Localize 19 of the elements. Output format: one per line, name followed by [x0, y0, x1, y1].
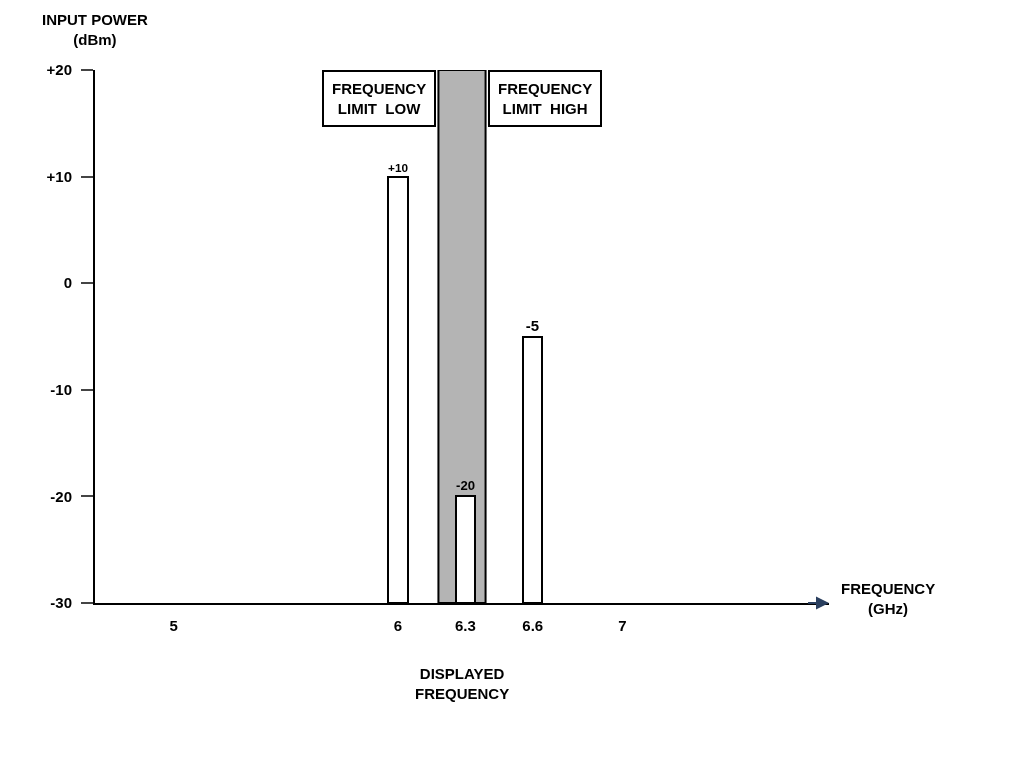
- y-tick-label: -30: [50, 594, 72, 612]
- y-axis-title: INPUT POWER (dBm): [42, 11, 148, 48]
- data-label: -20: [456, 478, 475, 494]
- x-tick-label: 6.6: [522, 617, 544, 634]
- x-axis-title: FREQUENCY (GHz): [841, 580, 936, 617]
- y-tick-label: 0: [63, 274, 72, 292]
- x-tick-label: 6.3: [454, 617, 476, 634]
- data-label: -5: [525, 317, 540, 334]
- y-tick-label: -20: [50, 487, 72, 505]
- annotation: FREQUENCY LIMIT HIGH: [498, 80, 593, 117]
- text: DISPLAYED FREQUENCY: [415, 665, 510, 702]
- y-tick-label: +20: [46, 61, 72, 79]
- x-tick-label: 5: [169, 617, 178, 634]
- x-tick-label: 6: [393, 617, 403, 634]
- y-tick-label: +10: [46, 167, 72, 185]
- x-tick-label: 7: [618, 617, 627, 634]
- annotation: FREQUENCY LIMIT LOW: [332, 80, 427, 117]
- y-tick-label: -10: [50, 381, 72, 399]
- data-label: +10: [388, 160, 409, 174]
